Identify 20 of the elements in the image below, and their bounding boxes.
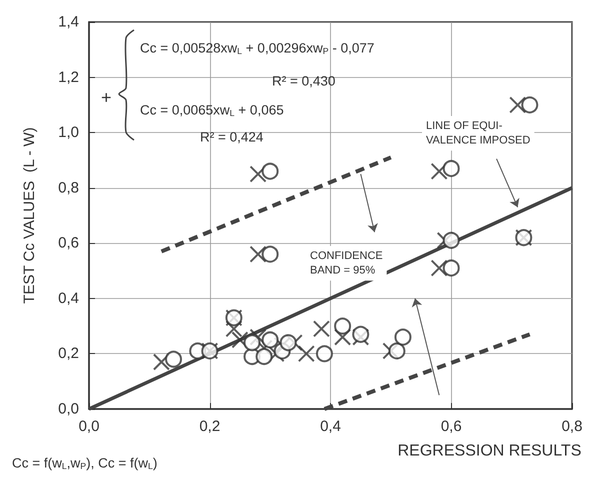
y-tick-label: 1,2 bbox=[58, 68, 79, 86]
annotation: + bbox=[101, 88, 112, 108]
y-tick-label: 0,4 bbox=[58, 290, 79, 307]
annotation: LINE OF EQUI- VALENCE IMPOSED bbox=[426, 120, 530, 146]
x-tick-label: 0,2 bbox=[199, 418, 220, 435]
annotation: R² = 0,424 bbox=[200, 129, 264, 144]
annotation: R² = 0,430 bbox=[272, 73, 336, 88]
y-tick-label: 0,2 bbox=[58, 345, 79, 362]
x-tick-label: 0,4 bbox=[320, 418, 341, 435]
x-axis-title: REGRESSION RESULTS bbox=[398, 442, 582, 460]
y-tick-label: 1,0 bbox=[58, 124, 79, 142]
x-tick-label: 0,8 bbox=[562, 418, 582, 435]
y-tick-label: 0,6 bbox=[58, 234, 79, 252]
x-tick-label: 0,6 bbox=[440, 418, 462, 435]
annotation: CONFIDENCE BAND = 95% bbox=[310, 250, 383, 276]
y-axis-title: TEST Cc VALUES (L - W) bbox=[21, 127, 38, 304]
x-tick-label: 0,0 bbox=[78, 418, 100, 435]
y-tick-label: 0,8 bbox=[58, 179, 79, 196]
y-tick-label: 1,4 bbox=[58, 14, 79, 30]
y-tick-label: 0,0 bbox=[58, 400, 79, 418]
